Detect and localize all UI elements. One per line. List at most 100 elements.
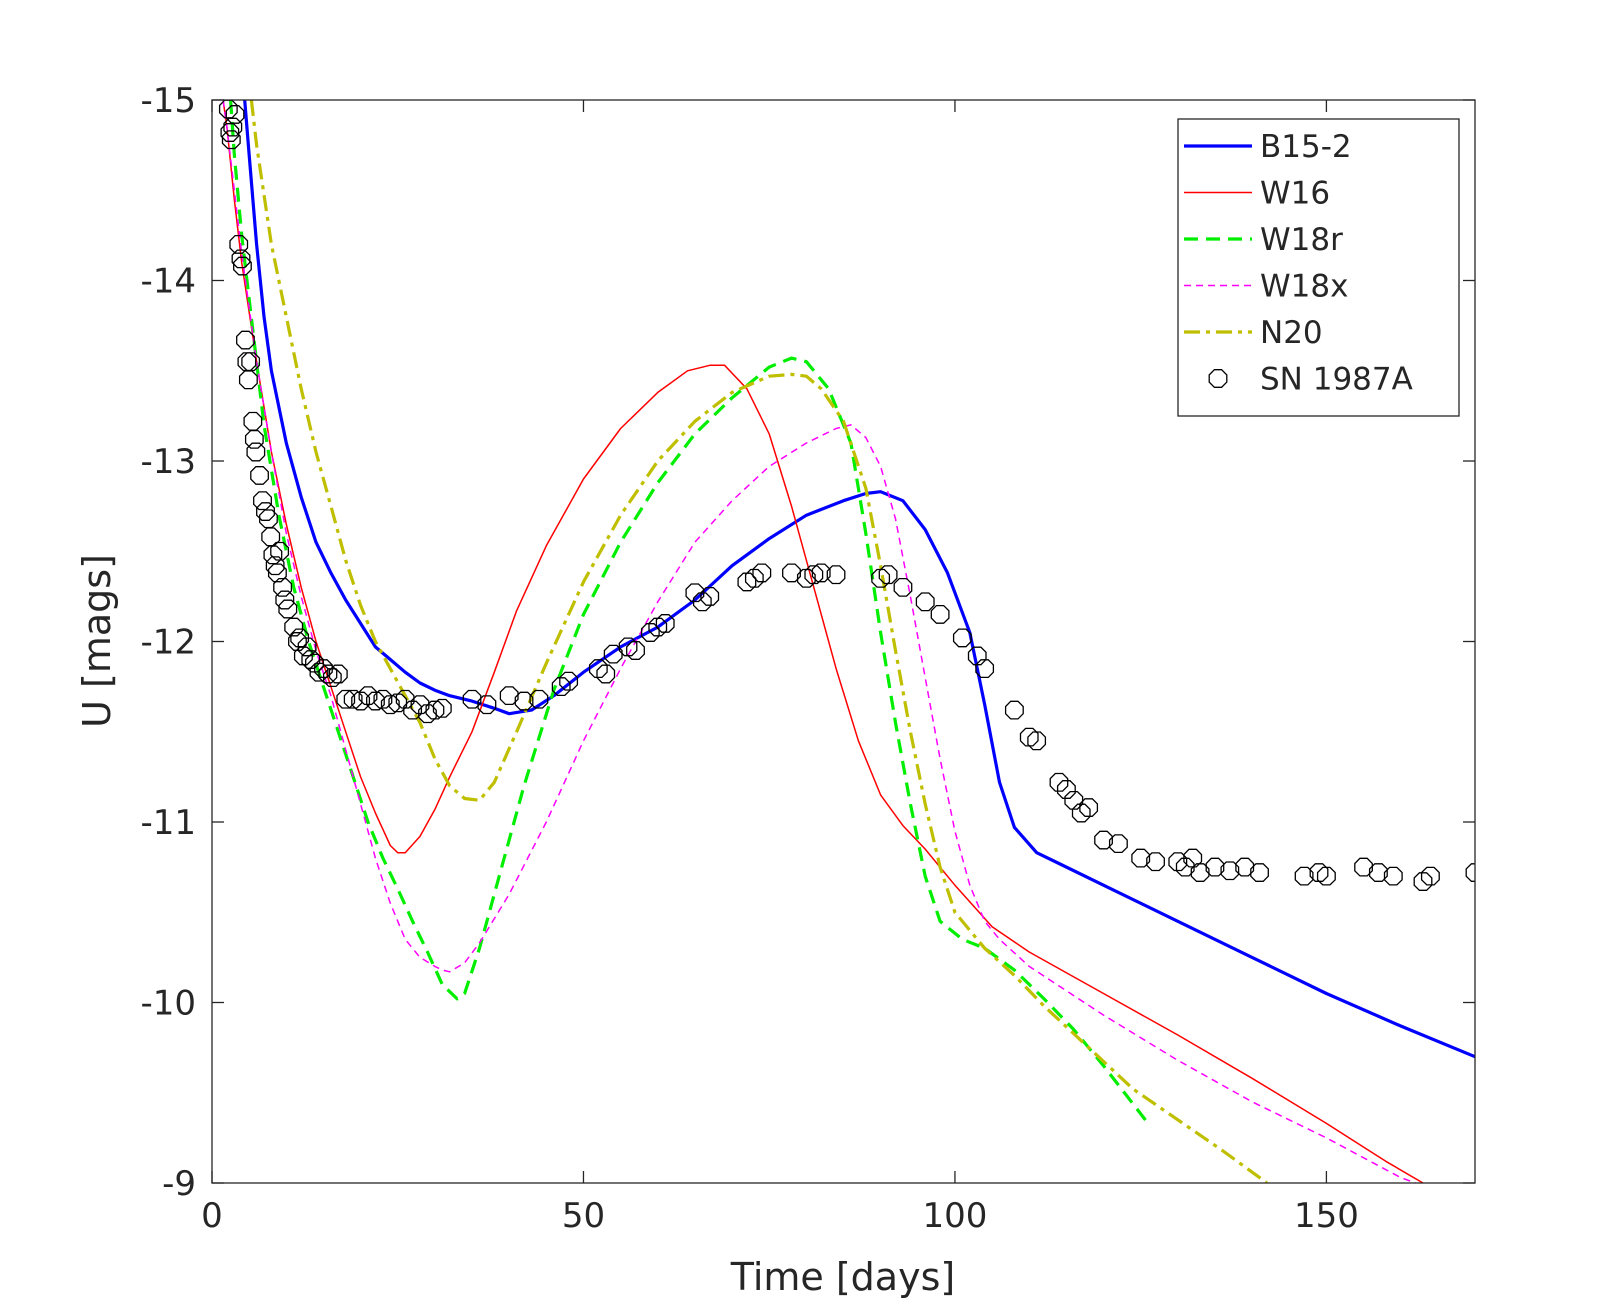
data-point (648, 617, 668, 637)
legend-item-w16: W16 (1184, 176, 1330, 212)
data-point (220, 123, 240, 142)
data-point (1465, 863, 1475, 882)
data-point (256, 502, 275, 521)
axis-ticks: 0 50 100 150 -15 -14 -13 -12 -11 -10 -9 (140, 81, 1475, 1236)
data-point (1316, 866, 1336, 886)
data-point (297, 637, 317, 657)
data-point (1056, 780, 1076, 799)
data-point (796, 568, 816, 588)
legend-box (1177, 118, 1460, 417)
data-point (1094, 830, 1113, 850)
data-point (1049, 772, 1069, 792)
data-point (229, 234, 249, 254)
data-point (878, 565, 898, 585)
x-tick-label: 50 (562, 1196, 605, 1236)
data-point (1190, 863, 1210, 882)
data-point (410, 695, 430, 715)
legend: B15-2 W16 W18r W18x N20 SN 1987A (1177, 118, 1460, 417)
data-point (499, 686, 519, 706)
data-point (1205, 857, 1225, 877)
data-point (336, 689, 356, 709)
data-point (309, 662, 329, 682)
data-point (1064, 790, 1084, 810)
data-point (373, 689, 393, 709)
data-point (225, 105, 245, 124)
data-point (685, 583, 705, 603)
data-point (425, 700, 445, 720)
legend-item-n20: N20 (1184, 315, 1323, 351)
data-point (804, 565, 824, 585)
legend-label: W18x (1260, 269, 1348, 305)
data-point (270, 541, 290, 561)
data-point (1175, 857, 1195, 877)
data-point (1250, 863, 1269, 882)
data-point (1354, 857, 1373, 877)
y-tick-label: -10 (140, 984, 196, 1024)
data-point (246, 442, 266, 462)
y-tick-label: -12 (140, 623, 196, 663)
data-point (782, 563, 801, 583)
data-point (655, 614, 675, 633)
data-point (811, 563, 831, 583)
data-point (477, 695, 497, 715)
data-point (432, 698, 452, 718)
data-point (267, 563, 287, 583)
legend-item-b15-2: B15-2 (1184, 129, 1352, 165)
data-point (273, 577, 293, 597)
legend-label: W16 (1260, 176, 1330, 212)
data-point (626, 641, 645, 660)
data-point (236, 330, 255, 350)
data-point (275, 590, 295, 610)
y-axis-label: U [mags] (75, 554, 119, 728)
data-point (1420, 866, 1440, 886)
data-point (305, 653, 324, 673)
data-point (1294, 866, 1314, 886)
data-point (253, 491, 272, 511)
data-point (1168, 852, 1188, 872)
legend-label: SN 1987A (1260, 362, 1413, 398)
data-point (388, 693, 408, 713)
x-axis-label: Time [days] (730, 1255, 955, 1299)
data-point (559, 671, 579, 691)
series-line-w18r (229, 100, 1150, 1125)
data-point (826, 565, 846, 585)
series-line-w16 (222, 100, 1424, 1183)
series-layer (218, 100, 1475, 1183)
data-point (241, 352, 261, 372)
data-point (952, 628, 972, 648)
data-point (328, 664, 348, 684)
y-tick-label: -14 (140, 262, 196, 302)
data-point (692, 592, 712, 612)
data-point (915, 592, 935, 612)
data-point (418, 704, 437, 724)
data-point (930, 604, 950, 624)
data-point (893, 577, 913, 597)
data-point (1383, 866, 1403, 886)
data-point (1108, 834, 1128, 854)
y-tick-label: -15 (140, 81, 196, 121)
data-point (967, 646, 987, 666)
x-tick-label: 100 (922, 1196, 987, 1236)
data-point (1079, 798, 1099, 817)
data-point (640, 623, 660, 642)
data-point (233, 256, 252, 276)
data-point (551, 677, 571, 697)
data-point (1235, 857, 1255, 877)
data-point (1131, 848, 1151, 868)
data-point (322, 668, 342, 688)
data-point (244, 429, 264, 449)
data-point (744, 568, 764, 588)
y-tick-label: -13 (140, 442, 196, 482)
data-point (314, 659, 333, 679)
data-point (529, 689, 549, 709)
legend-item-w18x: W18x (1184, 269, 1348, 305)
data-point (403, 700, 423, 720)
data-point (1220, 861, 1240, 881)
series-line-b15-2 (243, 100, 1475, 1059)
y-tick-label: -9 (162, 1164, 196, 1204)
y-tick-label: -11 (140, 803, 196, 843)
legend-item-w18r: W18r (1184, 222, 1343, 258)
data-point (1004, 700, 1024, 720)
legend-item-sn-1987a: SN 1987A (1208, 362, 1413, 398)
